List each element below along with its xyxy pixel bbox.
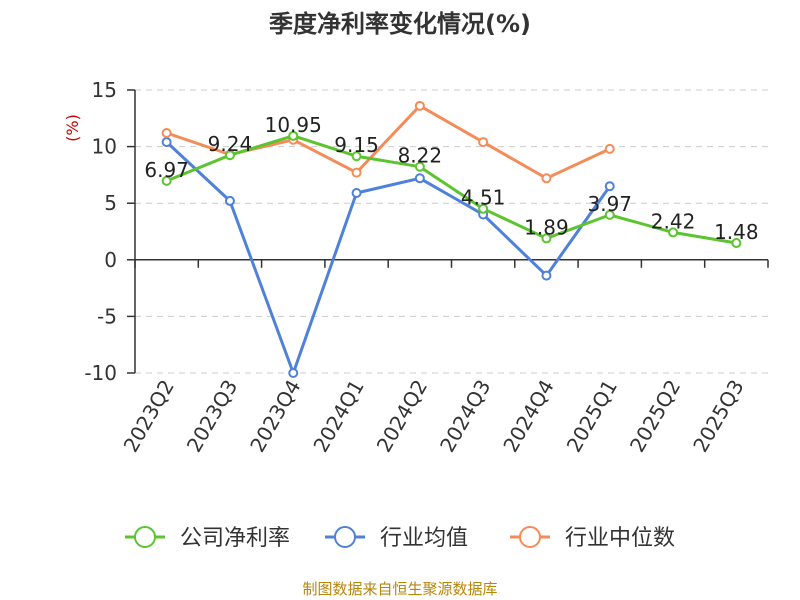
data-point — [604, 209, 615, 220]
legend-swatch-marker — [134, 526, 156, 548]
data-label: 9.15 — [334, 133, 379, 157]
y-tick-label: 0 — [104, 248, 117, 272]
legend-swatch-marker — [334, 526, 356, 548]
data-point — [604, 143, 615, 154]
y-tick-label: 5 — [104, 191, 117, 215]
data-point — [731, 238, 742, 249]
series-line-0 — [166, 134, 737, 245]
data-label: 10.95 — [265, 113, 322, 137]
data-point — [414, 100, 425, 111]
series-layer — [161, 100, 742, 378]
legend-item[interactable]: 行业中位数 — [510, 526, 675, 551]
x-tick-label: 2023Q3 — [182, 376, 242, 457]
x-tick-label: 2025Q3 — [688, 376, 748, 457]
x-tick-label: 2024Q1 — [308, 376, 368, 457]
y-tick-label: -10 — [84, 361, 117, 385]
data-labels: 6.97 9.24 10.95 9.15 8.22 4.51 1.89 3.97 2.42 1.4… — [144, 113, 758, 244]
data-label: 1.89 — [524, 215, 569, 239]
data-label: 8.22 — [398, 144, 443, 168]
x-tick-label: 2024Q3 — [435, 376, 495, 457]
x-tick-label: 2023Q2 — [119, 376, 179, 457]
data-point — [224, 150, 235, 161]
data-point — [478, 137, 489, 148]
data-point — [541, 173, 552, 184]
legend: 公司净利率 行业均值 行业中位数 — [125, 526, 675, 551]
data-point — [414, 173, 425, 184]
x-tick-label: 2024Q4 — [498, 376, 558, 457]
y-axis-unit-label: (%) — [63, 114, 82, 142]
legend-item[interactable]: 公司净利率 — [125, 526, 290, 551]
data-point — [414, 161, 425, 172]
x-tick-label: 2025Q1 — [562, 376, 622, 457]
data-label: 2.42 — [651, 209, 696, 233]
data-point — [351, 151, 362, 162]
data-point — [668, 227, 679, 238]
y-tick-label: -5 — [97, 304, 117, 328]
data-label: 1.48 — [714, 220, 759, 244]
data-point — [604, 181, 615, 192]
data-point — [351, 167, 362, 178]
data-point — [224, 195, 235, 206]
legend-swatch-marker — [519, 526, 541, 548]
data-point — [288, 130, 299, 141]
data-point — [351, 188, 362, 199]
data-point — [541, 270, 552, 281]
legend-label: 行业均值 — [380, 526, 468, 551]
source-note: 制图数据来自恒生聚源数据库 — [302, 580, 497, 598]
series-line-1 — [165, 141, 612, 375]
data-point — [161, 128, 172, 139]
data-label: 3.97 — [587, 192, 632, 216]
data-label: 9.24 — [208, 132, 253, 156]
data-point — [478, 203, 489, 214]
legend-label: 公司净利率 — [180, 526, 290, 551]
data-point — [541, 233, 552, 244]
data-point — [161, 175, 172, 186]
y-tick-label: 15 — [92, 78, 117, 102]
x-tick-label: 2023Q4 — [245, 376, 305, 457]
data-label: 4.51 — [461, 186, 506, 210]
x-tick-label: 2025Q2 — [625, 376, 685, 457]
data-label: 6.97 — [144, 158, 189, 182]
x-tick-label: 2024Q2 — [372, 376, 432, 457]
data-point — [161, 137, 172, 148]
y-tick-label: 10 — [92, 135, 117, 159]
legend-label: 行业中位数 — [565, 526, 675, 551]
chart-title: 季度净利率变化情况(%) — [269, 10, 531, 38]
legend-item[interactable]: 行业均值 — [325, 526, 468, 551]
data-point — [288, 368, 299, 378]
